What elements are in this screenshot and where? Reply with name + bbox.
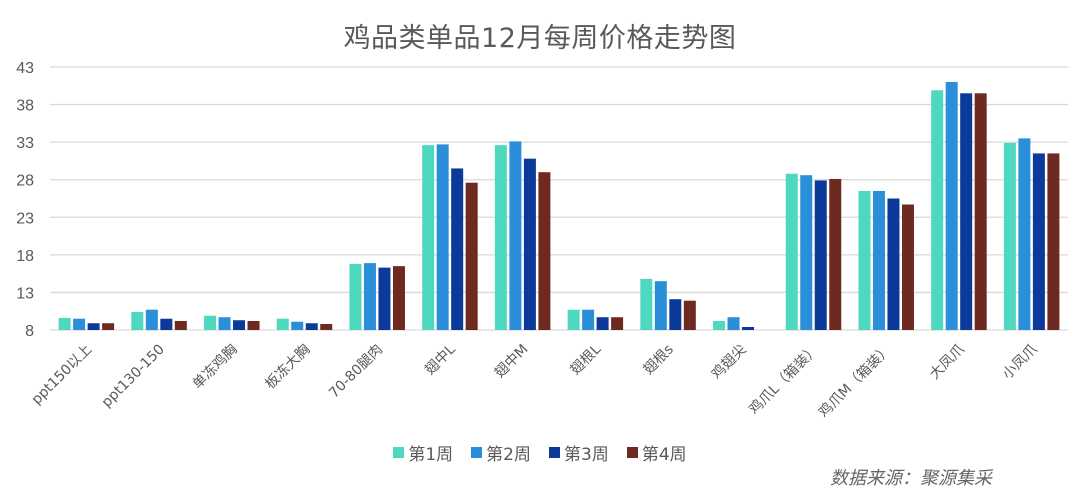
bar[interactable]: [160, 318, 173, 330]
bar[interactable]: [1018, 138, 1031, 330]
bar[interactable]: [814, 180, 827, 330]
bar[interactable]: [974, 93, 987, 330]
bar[interactable]: [713, 320, 726, 330]
bar[interactable]: [87, 323, 100, 330]
y-tick-label: 38: [16, 98, 34, 115]
legend-label: 第3周: [564, 445, 609, 465]
bar[interactable]: [392, 266, 405, 330]
bar[interactable]: [145, 309, 158, 330]
bar[interactable]: [829, 178, 842, 330]
bar[interactable]: [727, 317, 740, 330]
legend-swatch: [471, 447, 483, 458]
y-tick-label: 18: [16, 248, 34, 265]
y-tick-label: 28: [16, 173, 34, 190]
bar[interactable]: [436, 144, 449, 330]
y-tick-label: 43: [16, 60, 34, 77]
gridlines: [50, 66, 1068, 331]
bar[interactable]: [945, 82, 958, 331]
bar[interactable]: [931, 90, 944, 331]
bar[interactable]: [218, 317, 231, 330]
legend-item-week1[interactable]: 第1周: [393, 440, 453, 465]
legend-swatch: [549, 447, 560, 458]
bar[interactable]: [509, 141, 522, 330]
bar[interactable]: [378, 267, 391, 330]
bar[interactable]: [567, 309, 580, 330]
x-tick-label: 板冻大胸: [262, 341, 314, 393]
data-source-note: 数据来源：聚源集采: [830, 468, 992, 489]
bar[interactable]: [523, 158, 536, 330]
bar[interactable]: [422, 145, 435, 330]
bar[interactable]: [683, 300, 696, 330]
bar[interactable]: [901, 204, 914, 330]
bar[interactable]: [233, 320, 246, 330]
bar[interactable]: [742, 326, 755, 330]
x-tick-label: 翅中M: [492, 342, 532, 382]
chart-title: 鸡品类单品12月每周价格走势图: [343, 23, 737, 54]
legend-label: 第1周: [408, 445, 454, 465]
x-tick-label: 70-80腿肉: [326, 342, 386, 402]
bar[interactable]: [582, 309, 595, 330]
bar[interactable]: [305, 323, 318, 330]
y-tick-label: 8: [25, 323, 34, 340]
x-tick-label: 翅根L: [568, 341, 605, 378]
bar[interactable]: [1047, 153, 1060, 330]
bar[interactable]: [247, 320, 260, 330]
bar[interactable]: [131, 311, 144, 330]
x-tick-label: 鸡翅尖: [708, 341, 750, 383]
bar[interactable]: [174, 320, 187, 330]
bar[interactable]: [204, 315, 217, 330]
bar[interactable]: [102, 323, 115, 330]
legend-item-week3[interactable]: 第3周: [549, 440, 609, 465]
y-tick-label: 23: [16, 210, 34, 227]
bar[interactable]: [654, 281, 667, 330]
y-tick-label: 13: [16, 285, 34, 302]
bar[interactable]: [451, 168, 464, 330]
bar[interactable]: [349, 263, 362, 330]
x-tick-label: 翅根s: [641, 342, 677, 378]
bar[interactable]: [596, 317, 609, 330]
x-tick-label: ppt130-150: [99, 342, 168, 411]
bar[interactable]: [887, 198, 900, 331]
bar[interactable]: [538, 172, 551, 330]
bar[interactable]: [291, 321, 304, 330]
bar[interactable]: [872, 190, 885, 330]
bar[interactable]: [1003, 142, 1016, 330]
x-tick-label: 小凤爪: [999, 342, 1040, 383]
bar[interactable]: [960, 93, 973, 330]
x-axis: ppt150以上 ppt130-150 单冻鸡胸 板冻大胸 70-80腿肉 翅中L 翅中M 翅…: [29, 341, 1041, 421]
bar[interactable]: [465, 182, 478, 330]
x-tick-label: ppt150以上: [29, 342, 95, 408]
legend-item-week2[interactable]: 第2周: [471, 440, 531, 465]
legend-label: 第2周: [486, 445, 531, 465]
bars: [58, 82, 1060, 331]
legend-item-week4[interactable]: 第4周: [626, 440, 687, 465]
bar[interactable]: [494, 145, 507, 330]
x-tick-label: 大凤爪: [927, 342, 968, 383]
legend-swatch: [393, 447, 405, 458]
bar[interactable]: [640, 278, 653, 330]
legend-label: 第4周: [641, 445, 687, 465]
bar[interactable]: [785, 173, 798, 330]
y-tick-label: 33: [16, 135, 34, 152]
bar[interactable]: [73, 318, 86, 330]
bar[interactable]: [276, 318, 289, 330]
bar[interactable]: [58, 317, 71, 330]
x-tick-label: 鸡爪L（箱装）: [745, 341, 822, 418]
legend-swatch: [626, 447, 638, 458]
bar[interactable]: [669, 299, 682, 330]
bar[interactable]: [858, 190, 871, 330]
y-axis: 8 13 18 23 28 33 38 43: [16, 60, 34, 340]
bar[interactable]: [611, 317, 624, 330]
legend: 第1周 第2周 第3周 第4周: [0, 440, 1080, 465]
bar[interactable]: [363, 263, 376, 330]
x-tick-label: 单冻鸡胸: [189, 341, 241, 393]
x-tick-label: 翅中L: [422, 341, 459, 378]
bar[interactable]: [1032, 153, 1045, 330]
bar[interactable]: [320, 323, 333, 330]
x-tick-label: 鸡爪M（箱装）: [815, 341, 895, 421]
bar[interactable]: [800, 175, 813, 330]
